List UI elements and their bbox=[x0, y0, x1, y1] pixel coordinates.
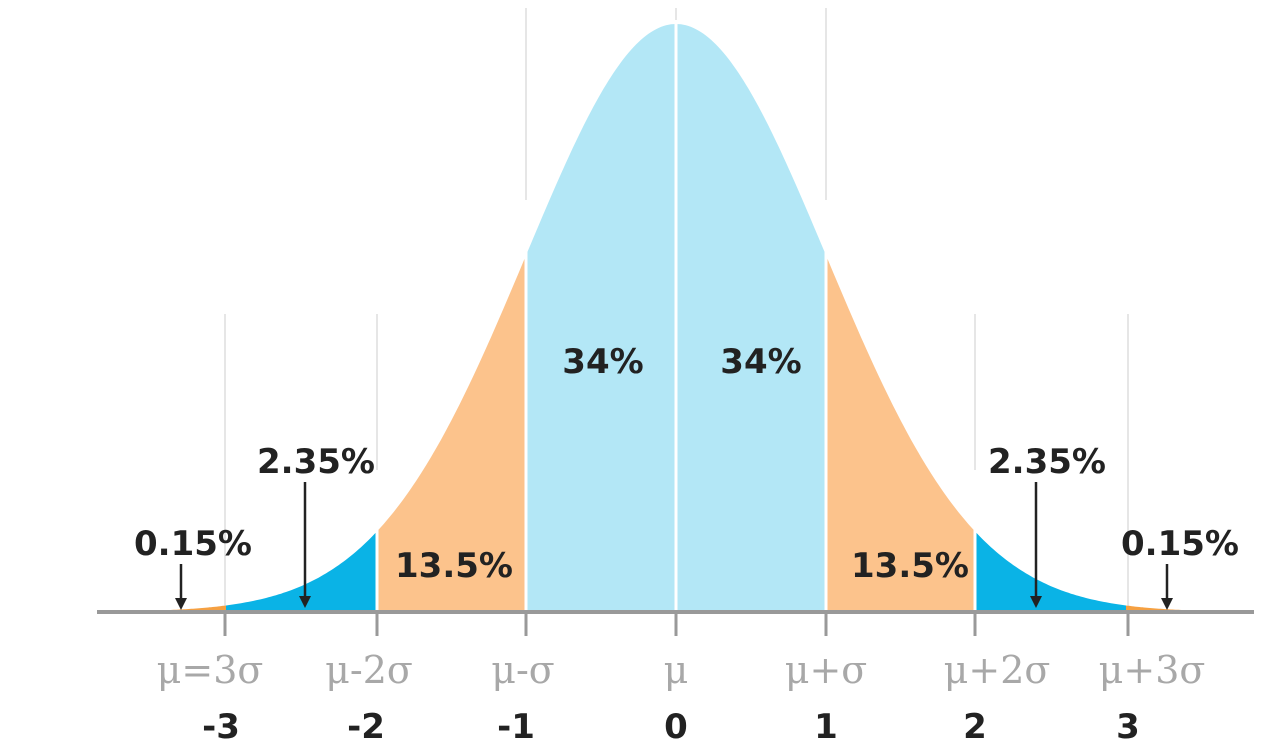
label-one-sigma-right-pct: 13.5% bbox=[851, 546, 969, 586]
arrow-tail-left bbox=[175, 564, 187, 610]
axis-symbol-plus-1: μ+σ bbox=[785, 648, 867, 692]
region-left-1sd bbox=[376, 255, 526, 612]
region-separators bbox=[375, 20, 977, 612]
axis-symbol-plus-2: μ+2σ bbox=[944, 648, 1051, 692]
axis-symbol-minus-1: μ-σ bbox=[491, 648, 554, 692]
axis-symbol-zero: μ bbox=[664, 648, 689, 692]
axis-number-minus-3: -3 bbox=[202, 707, 240, 747]
region-right-2sd bbox=[976, 532, 1126, 612]
axis-ticks bbox=[223, 612, 1130, 636]
axis-symbol-plus-3: μ+3σ bbox=[1099, 648, 1206, 692]
region-right-1sd bbox=[826, 255, 976, 612]
region-left-center bbox=[526, 24, 676, 612]
arrow-tail-right bbox=[1161, 564, 1173, 610]
axis-symbol-minus-2: μ-2σ bbox=[325, 648, 413, 692]
curve-regions bbox=[136, 24, 1216, 612]
region-left-2sd bbox=[226, 532, 376, 612]
label-center-right-pct: 34% bbox=[720, 342, 801, 382]
label-tail-right-pct: 0.15% bbox=[1121, 524, 1239, 564]
axis-number-labels: -3 -2 -1 0 1 2 3 bbox=[202, 707, 1140, 747]
label-tail-left-pct: 0.15% bbox=[134, 524, 252, 564]
axis-number-plus-3: 3 bbox=[1116, 707, 1140, 747]
axis-number-minus-1: -1 bbox=[497, 707, 535, 747]
axis-symbol-labels: μ=3σ μ-2σ μ-σ μ μ+σ μ+2σ μ+3σ bbox=[157, 648, 1206, 692]
arrow-two-sigma-right bbox=[1030, 482, 1042, 608]
axis-number-plus-2: 2 bbox=[963, 707, 987, 747]
pointer-arrows bbox=[175, 482, 1173, 610]
label-one-sigma-left-pct: 13.5% bbox=[395, 546, 513, 586]
axis-number-plus-1: 1 bbox=[814, 707, 838, 747]
label-center-left-pct: 34% bbox=[562, 342, 643, 382]
region-right-center bbox=[676, 24, 826, 612]
axis-number-minus-2: -2 bbox=[347, 707, 385, 747]
axis-number-zero: 0 bbox=[664, 707, 688, 747]
label-two-sigma-left-pct: 2.35% bbox=[257, 442, 375, 482]
label-two-sigma-right-pct: 2.35% bbox=[988, 442, 1106, 482]
arrow-two-sigma-left bbox=[299, 482, 311, 608]
axis-symbol-minus-3: μ=3σ bbox=[157, 648, 264, 692]
